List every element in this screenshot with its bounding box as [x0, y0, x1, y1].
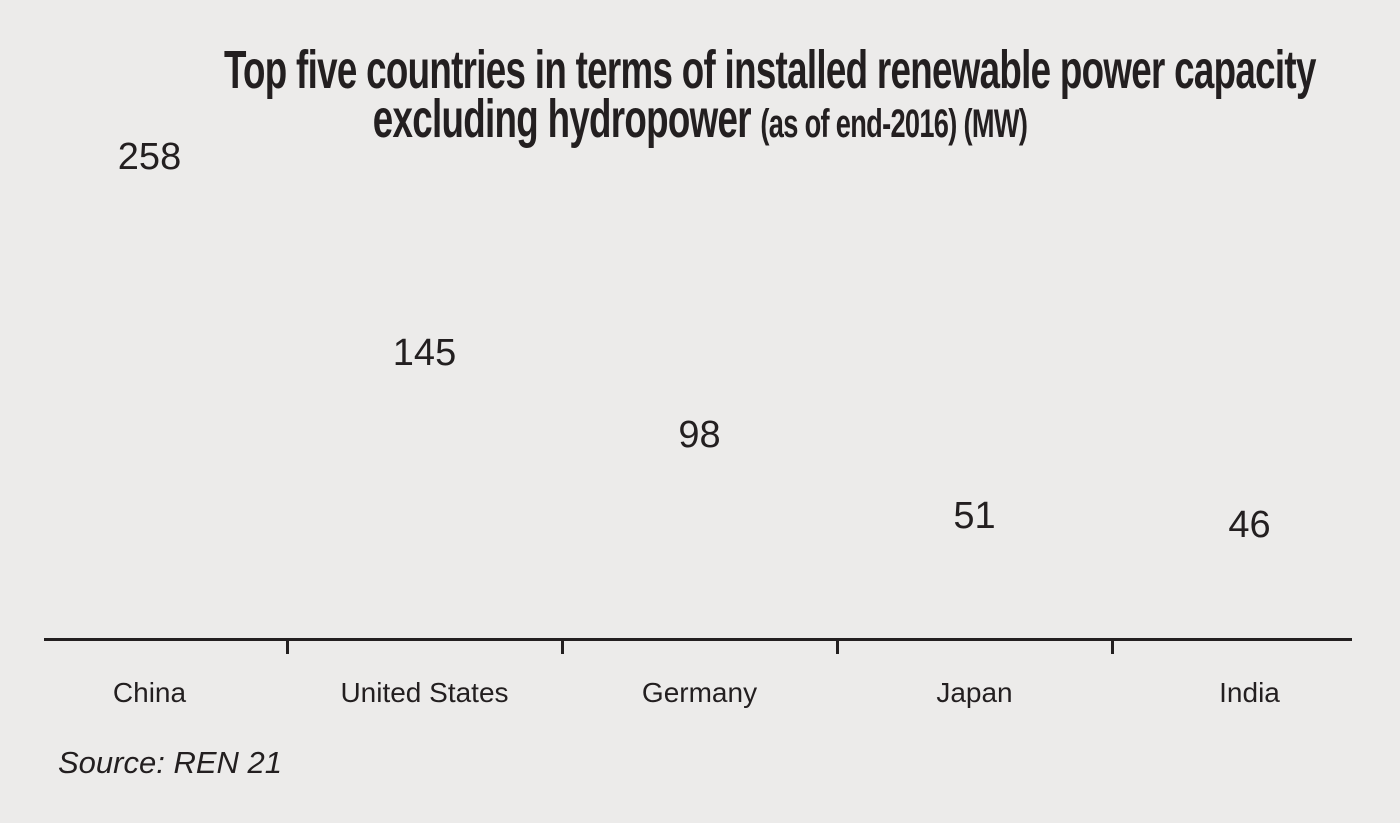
chart-title-line1: Top five countries in terms of installed… — [224, 40, 1316, 100]
chart-title-line2: excluding hydropower (as of end-2016) (M… — [224, 92, 1176, 149]
source-note: Source: REN 21 — [58, 745, 282, 780]
chart-title: Top five countries in terms of installed… — [224, 40, 1316, 149]
x-axis-line — [44, 638, 1352, 641]
chart-title-line2-note: (as of end-2016) (MW) — [760, 102, 1028, 146]
x-axis-tick — [1110, 639, 1114, 654]
x-axis-tick — [835, 639, 839, 654]
value-label-india: 46 — [1228, 504, 1271, 547]
category-label-china: China — [112, 677, 187, 708]
x-axis-tick — [285, 639, 289, 654]
category-label-japan: Japan — [936, 677, 1013, 708]
category-label-germany: Germany — [641, 677, 758, 708]
category-label-india: India — [1219, 677, 1280, 708]
chart-title-line2-main: excluding hydropower — [372, 89, 761, 149]
value-label-united-states: 145 — [392, 332, 457, 375]
value-label-china: 258 — [117, 136, 182, 178]
x-axis-tick — [560, 639, 564, 654]
category-label-united-states: United States — [340, 677, 509, 708]
value-label-germany: 98 — [678, 413, 721, 456]
value-label-japan: 51 — [953, 495, 996, 538]
